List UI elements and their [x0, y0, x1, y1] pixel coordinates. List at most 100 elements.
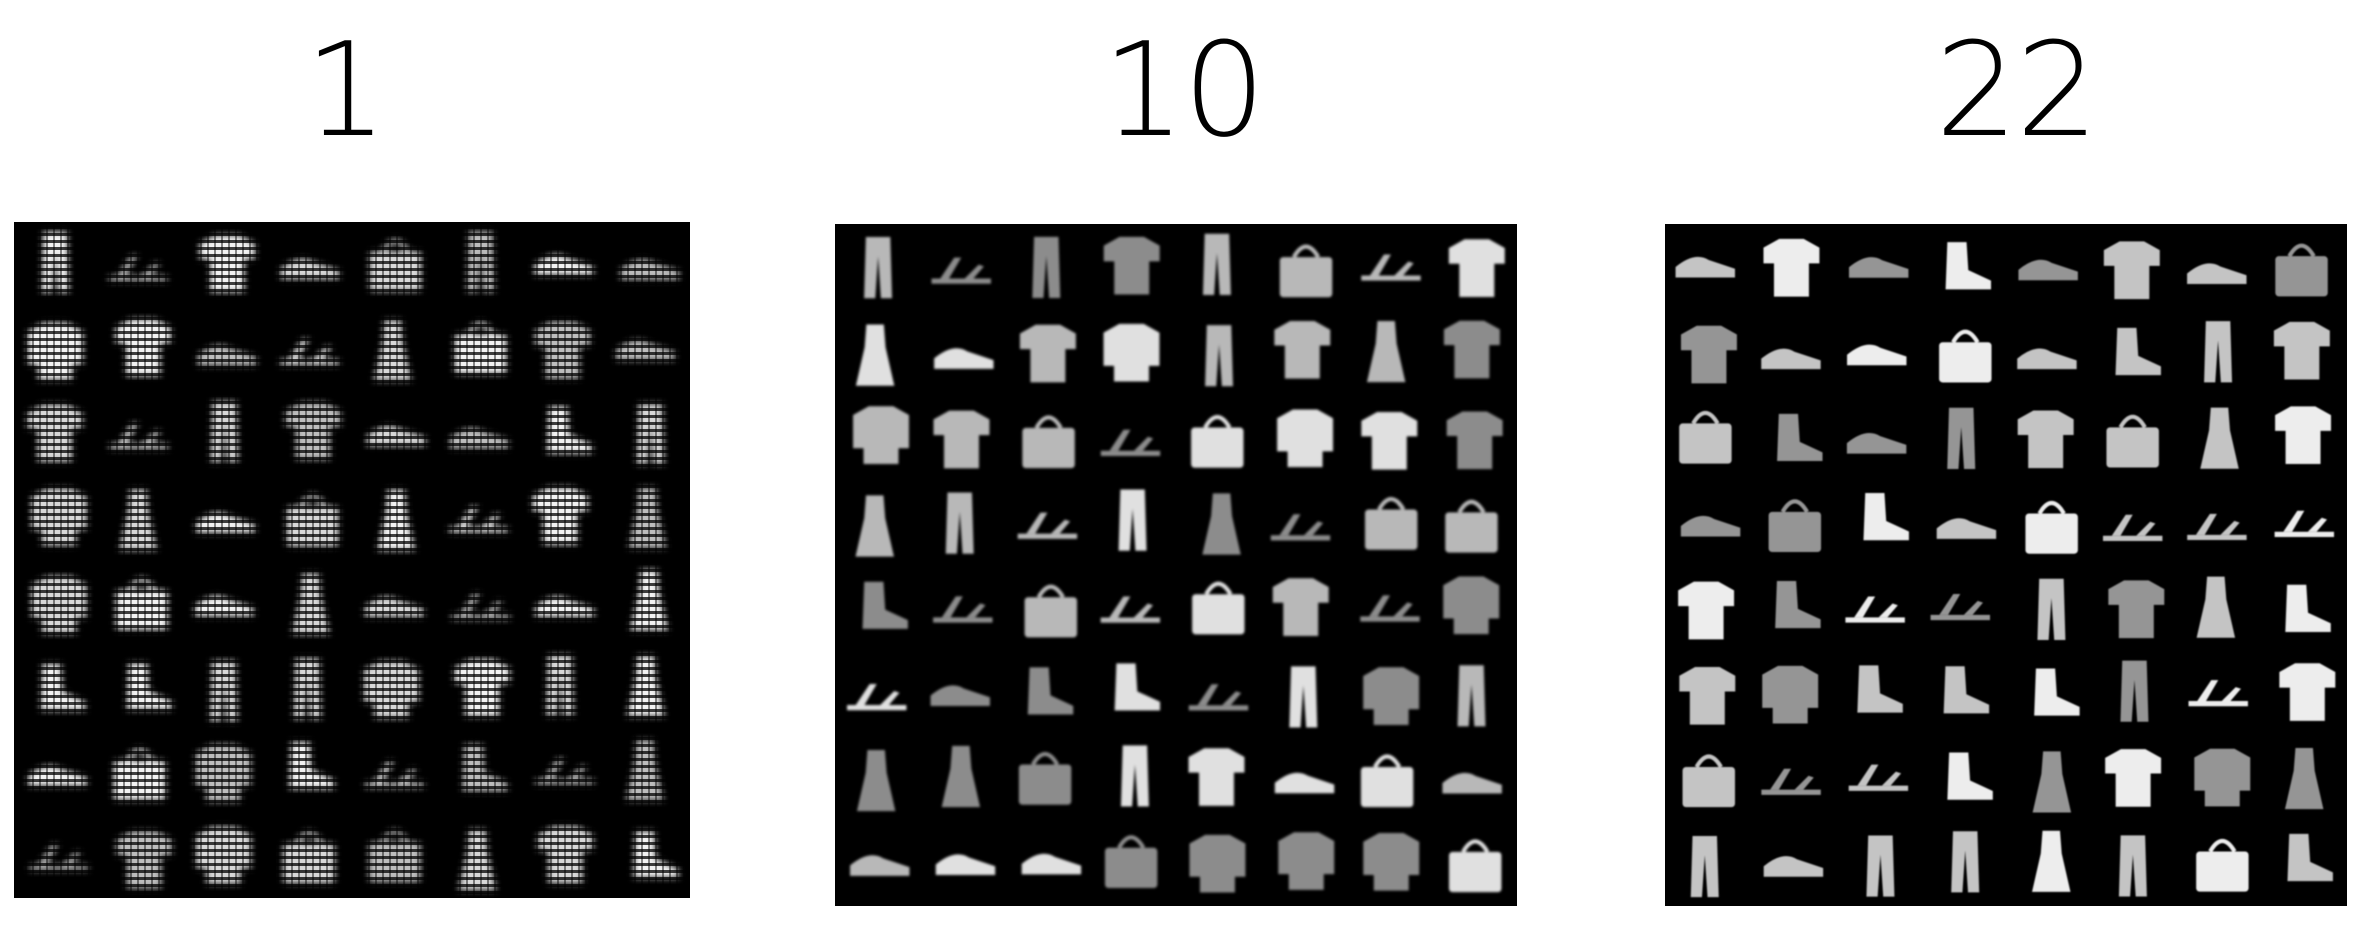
sample-thumbnail: [1675, 256, 1735, 278]
sample-thumbnail: [862, 581, 908, 629]
panel-10-sample-grid: [835, 224, 1517, 906]
sample-thumbnail: [1943, 666, 1990, 714]
sample-thumbnail: [850, 855, 910, 876]
sample-thumbnail: [2102, 514, 2163, 542]
sample-thumbnail: [1863, 493, 1909, 541]
sample-thumbnail: [1022, 415, 1075, 469]
sample-thumbnail: [2284, 747, 2324, 810]
sample-thumbnail: [1274, 320, 1331, 379]
sample-thumbnail: [1019, 324, 1076, 383]
sample-thumbnail: [1364, 497, 1418, 550]
sample-thumbnail: [1449, 839, 1502, 893]
sample-thumbnail: [933, 410, 990, 469]
sample-thumbnail: [1118, 489, 1147, 551]
sample-thumbnail: [855, 324, 895, 386]
sample-thumbnail: [1024, 584, 1078, 638]
sample-thumbnail: [1188, 748, 1245, 806]
sample-thumbnail: [2275, 243, 2328, 297]
panel-22-label: 22: [1935, 14, 2098, 166]
sample-thumbnail: [1763, 238, 1820, 297]
sample-thumbnail: [1104, 835, 1158, 888]
sample-thumbnail: [2273, 321, 2330, 380]
sample-thumbnail: [2200, 407, 2239, 469]
sample-thumbnail: [1445, 499, 1498, 553]
sample-thumbnail: [1947, 407, 1976, 469]
sample-thumbnail: [1866, 835, 1895, 897]
sample-thumbnail: [1289, 666, 1318, 728]
sample-thumbnail: [2108, 580, 2165, 639]
sample-thumbnail: [1032, 236, 1061, 299]
sample-thumbnail: [2034, 668, 2080, 716]
sample-thumbnail: [853, 406, 909, 464]
sample-thumbnail: [2017, 348, 2077, 370]
sample-thumbnail: [1279, 244, 1333, 298]
panel-22-sample-grid: [1665, 224, 2347, 906]
sample-thumbnail: [1457, 665, 1486, 727]
sample-thumbnail: [847, 684, 907, 711]
sample-thumbnail: [1848, 764, 1909, 791]
sample-thumbnail: [2274, 510, 2335, 538]
sample-thumbnail: [1270, 514, 1331, 541]
sample-thumbnail: [1679, 410, 1732, 464]
sample-thumbnail: [2103, 241, 2160, 300]
sample-thumbnail: [1027, 667, 1074, 715]
sample-thumbnail: [2187, 263, 2247, 284]
sample-thumbnail: [2118, 835, 2147, 897]
sample-thumbnail: [1361, 254, 1421, 281]
sample-thumbnail: [1191, 415, 1244, 468]
sample-thumbnail: [1846, 433, 1907, 454]
sample-thumbnail: [1361, 411, 1418, 470]
sample-thumbnail: [2037, 578, 2066, 640]
sample-thumbnail: [1188, 684, 1249, 711]
sample-thumbnail: [935, 854, 996, 876]
sample-thumbnail: [856, 749, 896, 812]
sample-thumbnail: [1100, 429, 1161, 457]
sample-thumbnail: [1205, 325, 1234, 387]
panel-22-samples: [1665, 224, 2347, 906]
sample-thumbnail: [1679, 666, 1736, 725]
sample-thumbnail: [2017, 410, 2074, 469]
sample-thumbnail: [1775, 580, 1821, 629]
sample-thumbnail: [1100, 596, 1161, 623]
sample-thumbnail: [1443, 320, 1500, 379]
sample-thumbnail: [2194, 748, 2251, 807]
sample-thumbnail: [2287, 833, 2333, 882]
sample-thumbnail: [1847, 344, 1907, 366]
sample-thumbnail: [2106, 414, 2159, 468]
sample-thumbnail: [1363, 833, 1420, 891]
sample-thumbnail: [1114, 663, 1161, 711]
sample-thumbnail: [1366, 320, 1406, 383]
sample-thumbnail: [1277, 409, 1334, 468]
sample-thumbnail: [2032, 830, 2071, 892]
sample-thumbnail: [1761, 348, 1821, 370]
sample-thumbnail: [1761, 768, 1821, 795]
sample-thumbnail: [855, 495, 894, 557]
sample-thumbnail: [1202, 493, 1241, 555]
sample-thumbnail: [1690, 836, 1719, 898]
sample-thumbnail: [1768, 499, 1822, 553]
sample-thumbnail: [1363, 667, 1420, 725]
sample-thumbnail: [2279, 663, 2336, 721]
sample-thumbnail: [1017, 512, 1078, 539]
sample-thumbnail: [1857, 665, 1903, 713]
sample-thumbnail: [1845, 596, 1905, 623]
sample-thumbnail: [1763, 856, 1824, 877]
sample-thumbnail: [2187, 513, 2247, 541]
sample-thumbnail: [1278, 832, 1335, 890]
sample-thumbnail: [1848, 257, 1909, 278]
sample-thumbnail: [1103, 236, 1160, 295]
sample-thumbnail: [1777, 413, 1823, 462]
sample-thumbnail: [2285, 584, 2331, 632]
sample-thumbnail: [2196, 576, 2236, 638]
sample-thumbnail: [1762, 665, 1819, 724]
sample-thumbnail: [1947, 752, 1993, 800]
sample-thumbnail: [2115, 327, 2161, 376]
sample-thumbnail: [1192, 581, 1245, 635]
sample-thumbnail: [2275, 406, 2332, 465]
sample-thumbnail: [1443, 576, 1500, 635]
sample-thumbnail: [1360, 754, 1414, 808]
sample-thumbnail: [864, 237, 893, 299]
sample-thumbnail: [1021, 853, 1082, 875]
sample-thumbnail: [1272, 578, 1329, 636]
sample-thumbnail: [1680, 515, 1741, 537]
